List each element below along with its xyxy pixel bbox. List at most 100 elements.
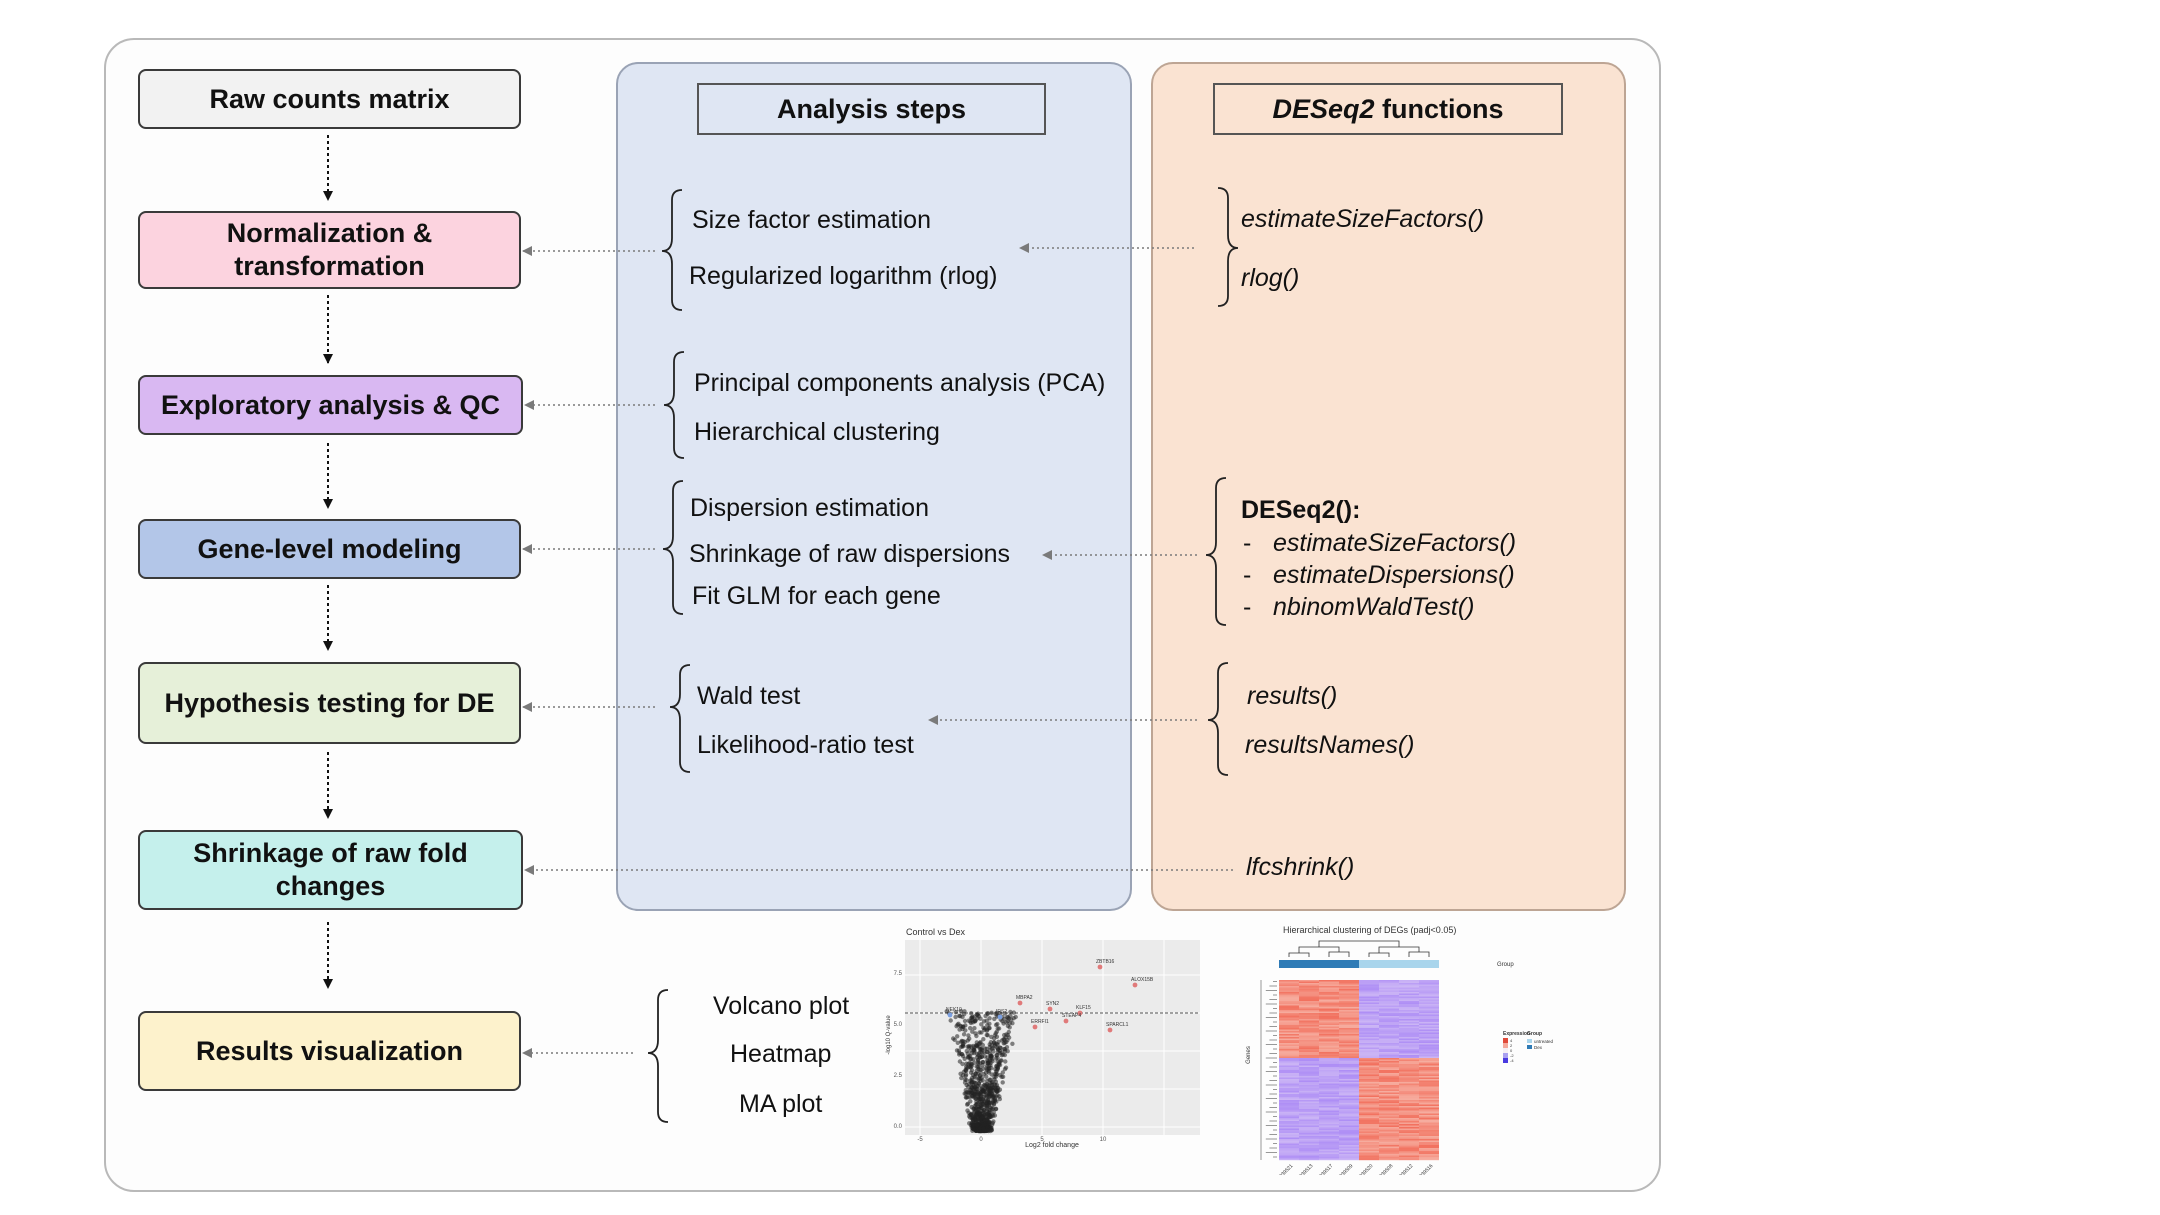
volcano-gene-label: NEK10 [946, 1007, 962, 1013]
heatmap-cell [1299, 1131, 1319, 1134]
heatmap-cell [1379, 1058, 1399, 1060]
heatmap-cell [1399, 1001, 1419, 1003]
heatmap-cell [1299, 1113, 1319, 1116]
volcano-point [995, 1085, 1001, 1091]
volcano-point [962, 1009, 967, 1014]
heatmap-cell [1299, 1023, 1319, 1026]
heatmap-cell [1299, 1149, 1319, 1152]
deseq2-title-rest: functions [1374, 93, 1504, 124]
heatmap-cell [1279, 1065, 1299, 1068]
heatmap-cell [1379, 1154, 1399, 1156]
heatmap-cell [1359, 1127, 1379, 1129]
legend-scale-value: -4 [1510, 1058, 1514, 1063]
heatmap-cell [1379, 1145, 1399, 1147]
heatmap-cell [1299, 1047, 1319, 1050]
heatmap-cell [1339, 1140, 1359, 1143]
heatmap-cell [1319, 1158, 1339, 1161]
heatmap-cell [1339, 1067, 1359, 1069]
heatmap-cell [1319, 1100, 1339, 1102]
heatmap-cell [1319, 1146, 1339, 1149]
heatmap-cell [1379, 1073, 1399, 1075]
volcano-point [981, 1071, 986, 1077]
volcano-gene-label: STEAP4 [1062, 1013, 1081, 1019]
heatmap-cell [1399, 1100, 1419, 1102]
heatmap-cell [1299, 1088, 1319, 1090]
heatmap-cell [1319, 1022, 1339, 1024]
heatmap-cell [1339, 1058, 1359, 1060]
heatmap-cell [1399, 1092, 1419, 1095]
heatmap-cell [1359, 1037, 1379, 1039]
heatmap-cell [1359, 1065, 1379, 1068]
heatmap-cell [1379, 1050, 1399, 1053]
heatmap-cell [1299, 1076, 1319, 1078]
heatmap-cell [1339, 1127, 1359, 1129]
heatmap-cell [1359, 1143, 1379, 1146]
heatmap-cell [1279, 1053, 1299, 1056]
heatmap-cell [1339, 1125, 1359, 1128]
heatmap-cell [1419, 1017, 1439, 1020]
heatmap-cell [1379, 1077, 1399, 1080]
heatmap-cell [1379, 1068, 1399, 1071]
heatmap-cell [1279, 1101, 1299, 1104]
volcano-point [957, 1050, 962, 1056]
heatmap-cell [1299, 1118, 1319, 1120]
volcano-gene-label: ERRFI1 [1031, 1019, 1049, 1025]
heatmap-cell [1359, 1029, 1379, 1032]
heatmap-cell [1339, 1047, 1359, 1050]
heatmap-cell [1419, 1104, 1439, 1107]
heatmap-cell [1339, 981, 1359, 984]
volcano-point [976, 1014, 982, 1019]
heatmap-cell [1359, 995, 1379, 997]
heatmap-cell [1299, 1058, 1319, 1060]
heatmap-cell [1339, 1091, 1359, 1093]
heatmap-cell [1279, 1032, 1299, 1035]
heatmap-cell [1379, 1037, 1399, 1039]
heatmap-cell [1319, 1064, 1339, 1066]
heatmap-cell [1299, 1032, 1319, 1035]
legend-group-title: Group [1527, 1031, 1542, 1037]
heatmap-cell [1399, 1127, 1419, 1129]
heatmap-cell [1299, 1121, 1319, 1123]
heatmap-cell [1299, 1091, 1319, 1093]
heatmap-cell [1279, 1134, 1299, 1137]
heatmap-cell [1359, 987, 1379, 990]
heatmap-cell [1319, 1125, 1339, 1128]
heatmap-cell [1359, 1005, 1379, 1008]
heatmap-cell [1339, 1010, 1359, 1012]
volcano-point [986, 1085, 992, 1090]
heatmap-cell [1339, 1115, 1359, 1117]
brace-qc [663, 351, 685, 459]
heatmap-cell [1419, 1142, 1439, 1144]
heatmap-cell [1339, 1142, 1359, 1144]
heatmap-cell [1319, 1029, 1339, 1032]
heatmap-cell [1379, 1100, 1399, 1102]
volcano-point [963, 1023, 968, 1028]
heatmap-cell [1419, 987, 1439, 990]
heatmap-cell [1379, 1104, 1399, 1107]
heatmap-cell [1299, 1122, 1319, 1125]
heatmap-cell [1419, 1029, 1439, 1032]
heatmap-cell [1339, 1110, 1359, 1113]
heatmap-cell [1339, 1139, 1359, 1141]
volcano-gene-label: KLF15 [1076, 1005, 1091, 1011]
volcano-point [985, 1050, 990, 1055]
heatmap-cell [1359, 1014, 1379, 1017]
volcano-point [994, 1029, 999, 1034]
heatmap-cell [1299, 983, 1319, 985]
heatmap-cell [1359, 1062, 1379, 1065]
heatmap-cell [1299, 1073, 1319, 1075]
volcano-highlight-point [1097, 964, 1103, 970]
volcano-point [996, 1047, 1001, 1052]
volcano-point [972, 1047, 977, 1053]
heatmap-cell [1339, 1055, 1359, 1057]
volcano-point [971, 1043, 976, 1049]
heatmap-cell [1399, 1101, 1419, 1104]
heatmap-cell [1379, 990, 1399, 993]
heatmap-cell [1419, 1055, 1439, 1057]
heatmap-cell [1319, 993, 1339, 996]
volcano-point [966, 1018, 971, 1023]
heatmap-cell [1279, 1025, 1299, 1027]
brace-model [662, 480, 684, 615]
heatmap-cell [1299, 1133, 1319, 1135]
heatmap-cell [1359, 1070, 1379, 1072]
